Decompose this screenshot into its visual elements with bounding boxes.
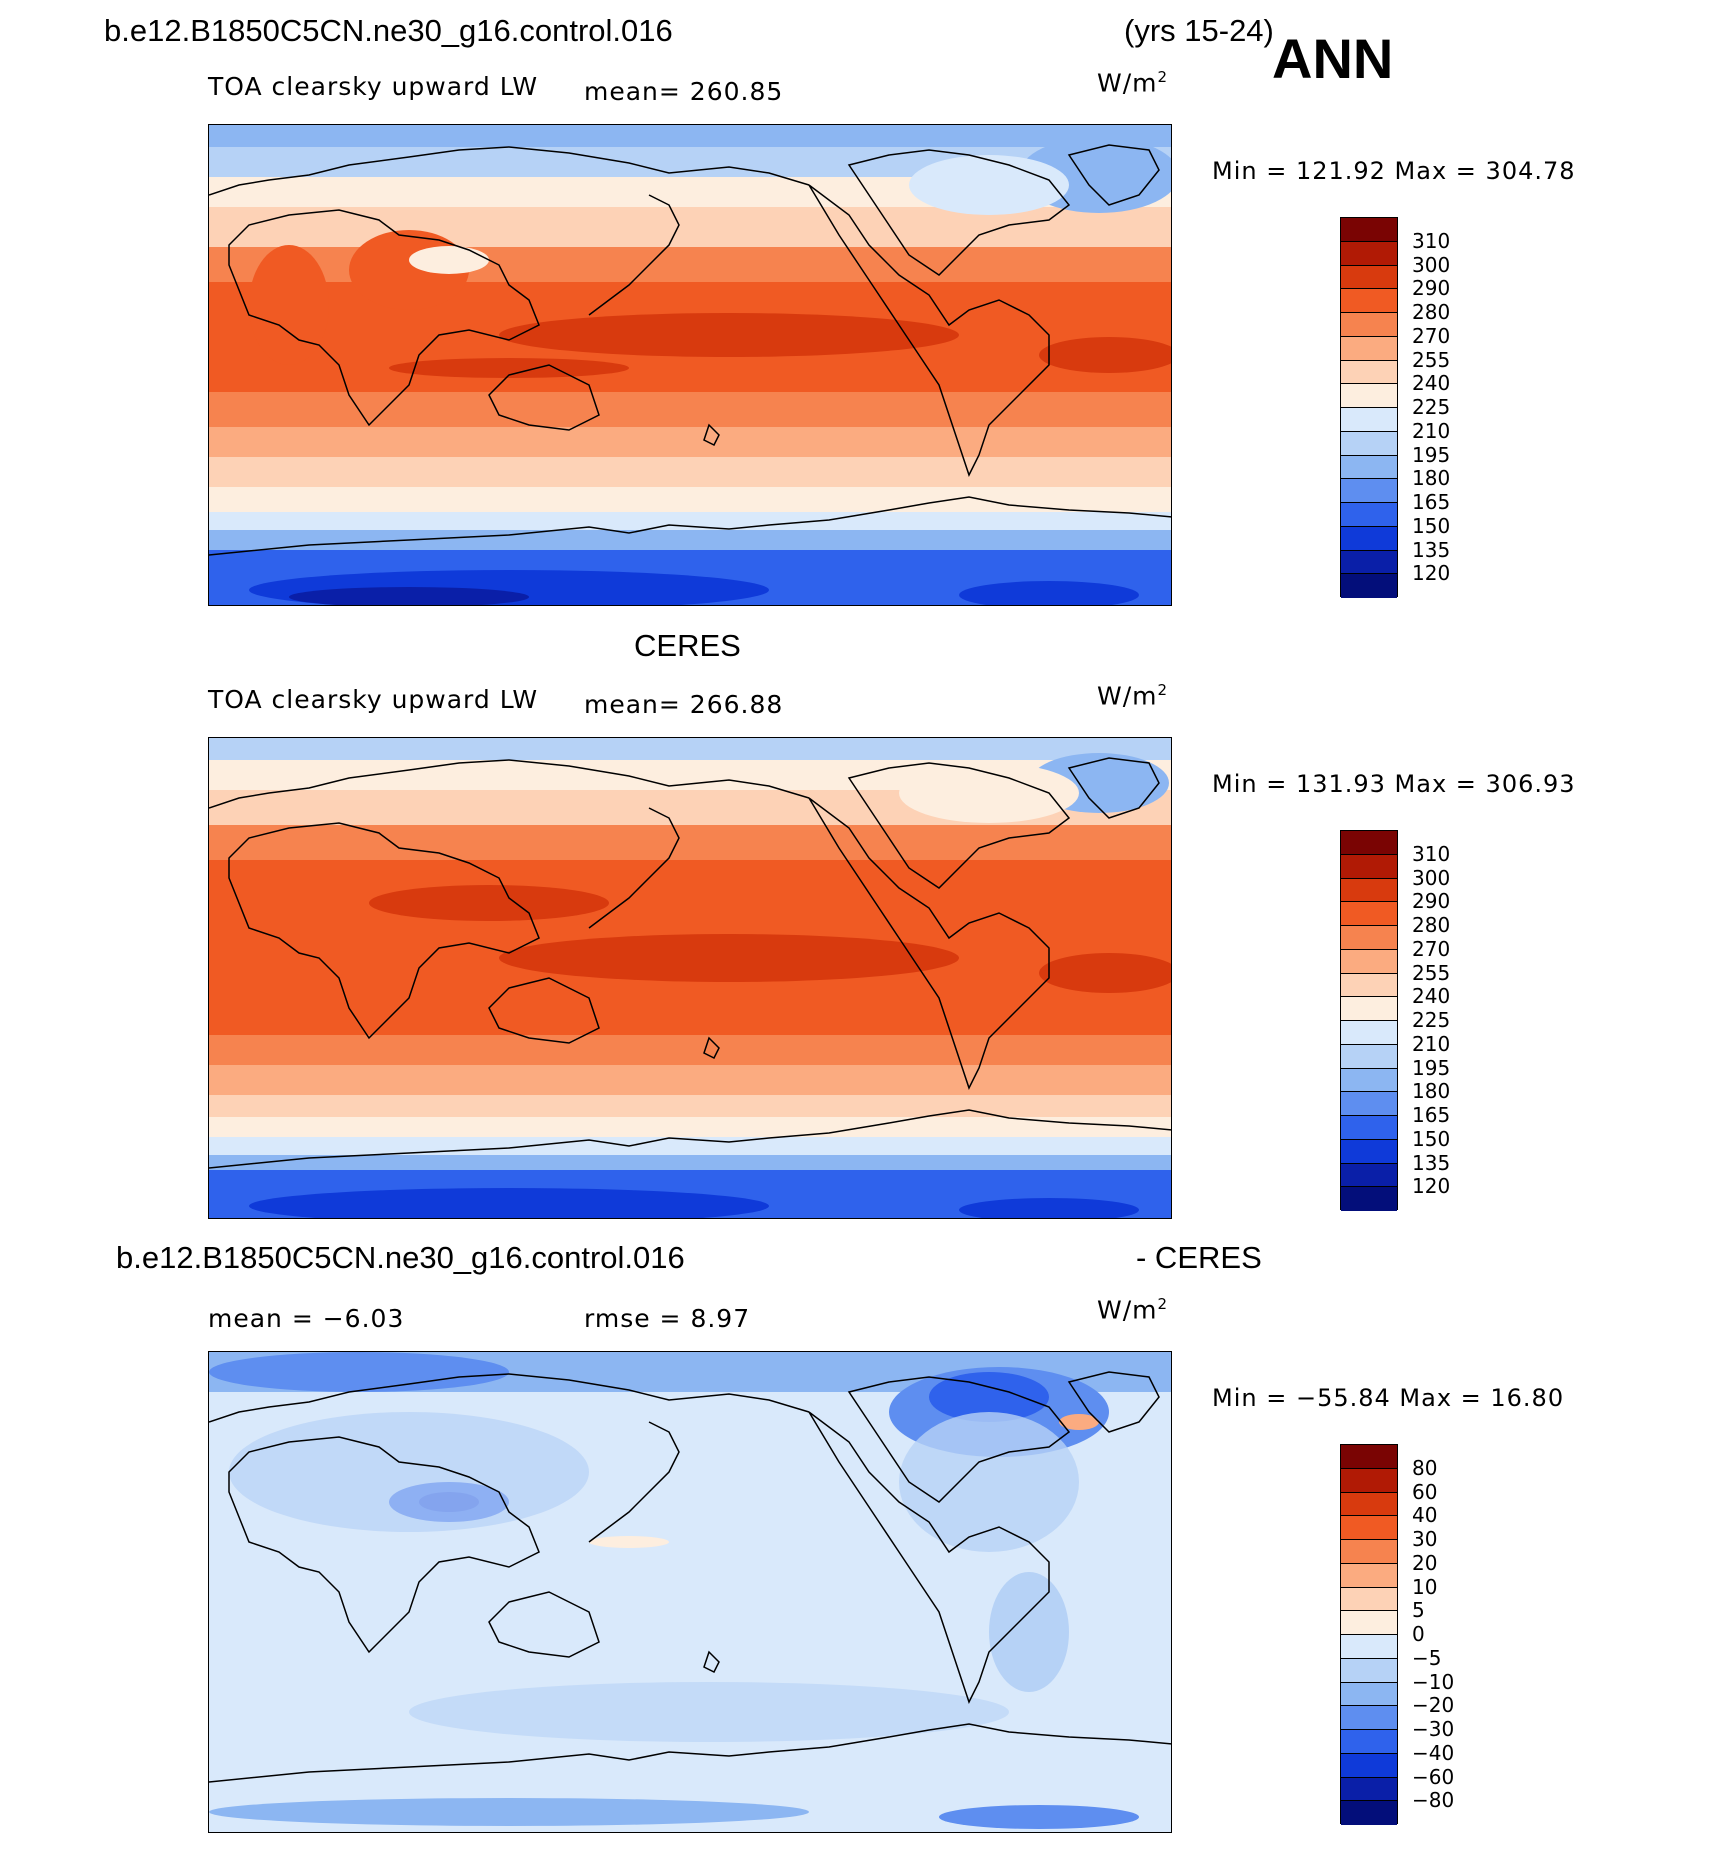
panel1-tick: 135	[1412, 537, 1451, 562]
panel2-title: CERES	[634, 628, 741, 663]
panel3-units: W/m2	[1097, 1295, 1169, 1325]
panel1-field-label: TOA clearsky upward LW	[208, 72, 539, 101]
panel3-title: b.e12.B1850C5CN.ne30_g16.control.016	[116, 1240, 685, 1275]
panel2-tick: 210	[1412, 1031, 1451, 1056]
panel1-colorbar: 310 300 290 280 270 255 240 225 210 195 …	[1340, 217, 1450, 598]
panel3-tick: 60	[1412, 1479, 1438, 1504]
panel3-tick: 80	[1412, 1455, 1438, 1480]
panel1-tick: 280	[1412, 300, 1451, 324]
panel3-tick: −30	[1412, 1717, 1455, 1741]
panel2-tick: 225	[1412, 1008, 1451, 1032]
panel2-mean: mean= 266.88	[584, 690, 784, 719]
panel2-tick: 150	[1412, 1126, 1451, 1151]
panel3-colorbar: 80 60 40 30 20 10 5 0 −5 −10 −20 −30 −40…	[1340, 1444, 1454, 1825]
panel2-field-label: TOA clearsky upward LW	[208, 685, 539, 714]
panel1-tick: 165	[1412, 490, 1451, 514]
season-label: ANN	[1272, 27, 1394, 90]
panel3-map-field	[209, 1352, 1171, 1832]
panel1-mean: mean= 260.85	[584, 77, 784, 106]
panel1-tick: 270	[1412, 323, 1451, 348]
panel3-title-suffix: - CERES	[1136, 1240, 1262, 1275]
panel2-tick: 240	[1412, 984, 1451, 1009]
panel3-tick: 5	[1412, 1598, 1425, 1623]
panel3-tick: 40	[1412, 1503, 1438, 1528]
panel1-tick: 290	[1412, 276, 1451, 301]
panel1-units: W/m2	[1097, 68, 1169, 98]
panel1-tick: 210	[1412, 418, 1451, 443]
panel1-tick: 180	[1412, 466, 1451, 491]
panel1-map-field	[209, 125, 1171, 605]
panel3-tick: −10	[1412, 1669, 1455, 1694]
panel2-map	[208, 737, 1172, 1219]
panel2-tick: 195	[1412, 1055, 1451, 1080]
panel3-tick: −40	[1412, 1740, 1455, 1765]
panel3-rmse: rmse = 8.97	[584, 1304, 751, 1333]
panel3-tick: −5	[1412, 1645, 1442, 1670]
panel3-tick: 30	[1412, 1527, 1438, 1551]
panel2-tick: 310	[1412, 841, 1451, 866]
panel3-minmax: Min = −55.84 Max = 16.80	[1212, 1384, 1565, 1412]
panel2-map-field	[209, 738, 1171, 1218]
panel1-tick: 310	[1412, 228, 1451, 253]
panel1-tick: 255	[1412, 347, 1451, 372]
panel1-map	[208, 124, 1172, 606]
panel3-mean: mean = −6.03	[208, 1304, 405, 1333]
panel3-tick: 10	[1412, 1574, 1438, 1599]
panel3-tick: −20	[1412, 1693, 1455, 1718]
panel2-tick: 300	[1412, 865, 1451, 890]
panel2-minmax: Min = 131.93 Max = 306.93	[1212, 770, 1576, 798]
panel1-tick: 225	[1412, 395, 1451, 419]
panel2-tick: 280	[1412, 913, 1451, 937]
panel2-tick: 180	[1412, 1079, 1451, 1104]
panel2-tick: 120	[1412, 1174, 1451, 1199]
panel3-tick: 0	[1412, 1622, 1425, 1646]
panel2-tick: 135	[1412, 1150, 1451, 1175]
panel1-tick: 195	[1412, 442, 1451, 467]
panel1-tick: 300	[1412, 252, 1451, 277]
panel2-tick: 255	[1412, 960, 1451, 985]
panel1-tick: 120	[1412, 561, 1451, 586]
panel2-tick: 290	[1412, 889, 1451, 914]
panel2-tick: 165	[1412, 1103, 1451, 1127]
years-label: (yrs 15-24)	[1124, 13, 1274, 48]
panel3-tick: 20	[1412, 1550, 1438, 1575]
panel1-tick: 240	[1412, 371, 1451, 396]
panel1-minmax: Min = 121.92 Max = 304.78	[1212, 157, 1576, 185]
panel3-tick: −60	[1412, 1764, 1455, 1789]
panel2-tick: 270	[1412, 936, 1451, 961]
panel3-tick: −80	[1412, 1788, 1455, 1813]
panel3-map	[208, 1351, 1172, 1833]
panel2-colorbar: 310 300 290 280 270 255 240 225 210 195 …	[1340, 830, 1450, 1211]
panel2-units: W/m2	[1097, 681, 1169, 711]
panel1-tick: 150	[1412, 513, 1451, 538]
case-title: b.e12.B1850C5CN.ne30_g16.control.016	[104, 13, 673, 48]
